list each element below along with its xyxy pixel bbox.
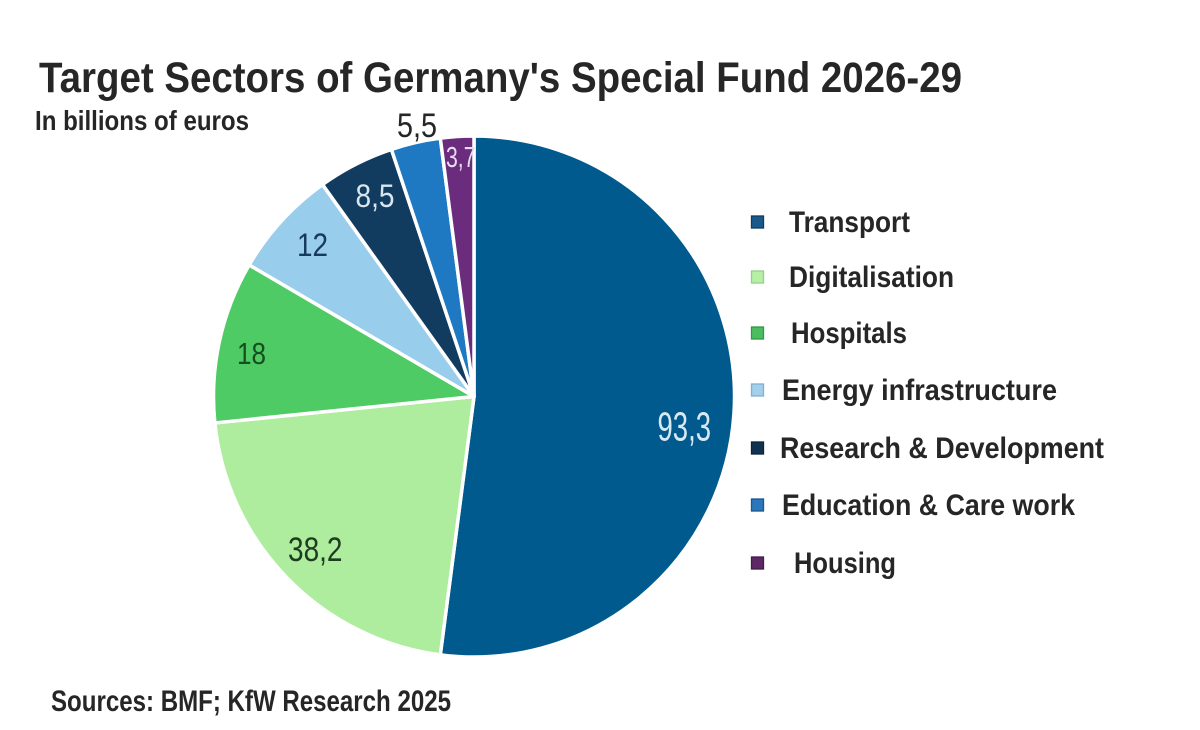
svg-text:93,3: 93,3 (658, 404, 712, 450)
svg-text:5,5: 5,5 (397, 107, 437, 145)
svg-text:Education & Care work: Education & Care work (782, 489, 1075, 522)
svg-text:12: 12 (297, 227, 328, 263)
svg-text:38,2: 38,2 (288, 531, 343, 569)
svg-text:18: 18 (237, 336, 266, 371)
svg-text:Housing: Housing (794, 547, 896, 580)
svg-text:3,7: 3,7 (446, 142, 476, 174)
svg-text:In billions of euros: In billions of euros (35, 105, 249, 136)
svg-text:8,5: 8,5 (356, 178, 395, 214)
svg-text:Sources: BMF; KfW Research 202: Sources: BMF; KfW Research 2025 (51, 685, 451, 718)
svg-text:Target Sectors of Germany's Sp: Target Sectors of Germany's Special Fund… (39, 55, 962, 102)
svg-text:Energy infrastructure: Energy infrastructure (782, 374, 1057, 407)
svg-text:Hospitals: Hospitals (791, 317, 907, 350)
svg-text:Digitalisation: Digitalisation (789, 261, 954, 294)
svg-text:Transport: Transport (789, 206, 910, 239)
svg-text:Research & Development: Research & Development (780, 432, 1104, 465)
